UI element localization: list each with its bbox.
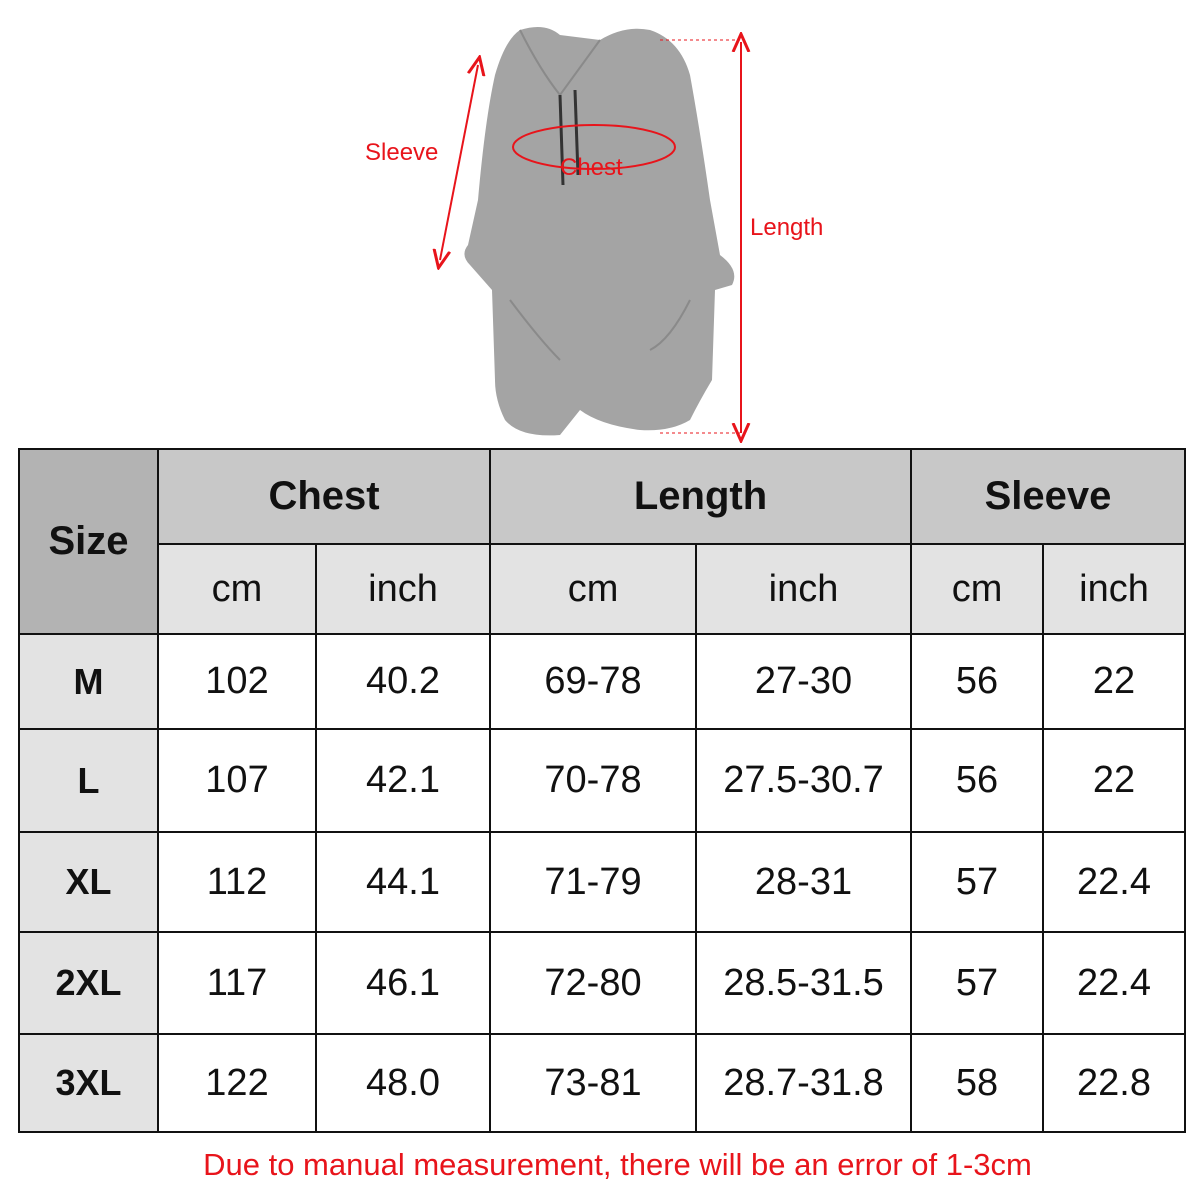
value-cell: 40.2 (314, 633, 492, 730)
unit-header: cm (910, 543, 1045, 635)
value-cell: 28.5-31.5 (695, 931, 913, 1035)
value-cell: 28.7-31.8 (695, 1033, 913, 1133)
value-cell: 57 (910, 931, 1045, 1035)
sleeve-header: Sleeve (910, 448, 1187, 545)
size-cell: XL (18, 831, 159, 933)
table-row: L 107 42.1 70-78 27.5-30.7 56 22 (18, 728, 1187, 833)
value-cell: 56 (910, 728, 1045, 833)
value-cell: 73-81 (489, 1033, 698, 1133)
value-cell: 102 (157, 633, 317, 730)
unit-header: cm (157, 543, 317, 635)
table-row: XL 112 44.1 71-79 28-31 57 22.4 (18, 831, 1187, 933)
value-cell: 44.1 (314, 831, 492, 933)
measurement-note: Due to manual measurement, there will be… (203, 1147, 1032, 1182)
value-cell: 48.0 (314, 1033, 492, 1133)
value-cell: 122 (157, 1033, 317, 1133)
chest-label: Chest (560, 154, 623, 181)
value-cell: 112 (157, 831, 317, 933)
size-cell: M (18, 633, 159, 730)
size-cell: L (18, 728, 159, 833)
length-label: Length (750, 214, 824, 241)
size-chart-table: Size Chest Length Sleeve cm inch cm inch… (18, 448, 1187, 1133)
unit-header: inch (314, 543, 492, 635)
size-cell: 2XL (18, 931, 159, 1035)
chest-header: Chest (156, 448, 492, 545)
value-cell: 28-31 (695, 831, 913, 933)
value-cell: 69-78 (489, 633, 698, 730)
size-cell: 3XL (18, 1033, 159, 1133)
unit-header: cm (489, 543, 698, 635)
value-cell: 56 (910, 633, 1045, 730)
sleeve-label: Sleeve (365, 139, 439, 166)
value-cell: 70-78 (489, 728, 698, 833)
value-cell: 22 (1042, 728, 1187, 833)
value-cell: 27.5-30.7 (695, 728, 913, 833)
value-cell: 71-79 (489, 831, 698, 933)
value-cell: 58 (910, 1033, 1045, 1133)
garment-figure: Sleeve Chest Length (0, 0, 1200, 445)
value-cell: 22.4 (1042, 831, 1187, 933)
value-cell: 22 (1042, 633, 1187, 730)
unit-header-row: cm inch cm inch cm inch (19, 543, 1187, 635)
value-cell: 57 (910, 831, 1045, 933)
value-cell: 107 (157, 728, 317, 833)
group-header-row: Size Chest Length Sleeve (18, 448, 1187, 635)
unit-header: inch (1042, 543, 1187, 635)
table-row: 2XL 117 46.1 72-80 28.5-31.5 57 22.4 (18, 931, 1187, 1035)
hoodie-illustration (0, 26, 1200, 445)
value-cell: 42.1 (314, 728, 492, 833)
hoodie-body (464, 26, 735, 436)
value-cell: 27-30 (695, 633, 913, 730)
table-row: 3XL 122 48.0 73-81 28.7-31.8 58 22.8 (18, 1033, 1187, 1133)
value-cell: 72-80 (489, 931, 698, 1035)
value-cell: 22.4 (1042, 931, 1187, 1035)
value-cell: 117 (157, 931, 317, 1035)
length-header: Length (489, 448, 913, 545)
size-header: Size (18, 448, 159, 635)
value-cell: 46.1 (314, 931, 492, 1035)
value-cell: 22.8 (1042, 1033, 1187, 1133)
unit-header: inch (695, 543, 913, 635)
table-row: M 102 40.2 69-78 27-30 56 22 (18, 633, 1187, 730)
